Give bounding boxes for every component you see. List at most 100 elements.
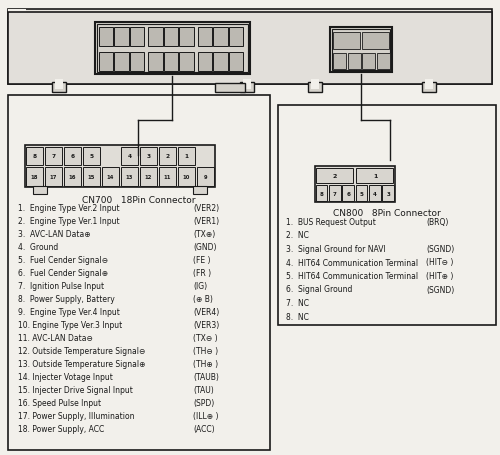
Text: (VER2): (VER2) <box>193 203 219 212</box>
Bar <box>348 53 360 70</box>
Bar <box>158 148 176 166</box>
Text: CN700   18Pin Connector: CN700 18Pin Connector <box>82 196 196 205</box>
Bar <box>382 186 394 202</box>
Bar <box>26 167 43 187</box>
Bar <box>193 187 207 195</box>
Bar <box>198 28 212 47</box>
Text: 12. Outside Temperature Signal⊖: 12. Outside Temperature Signal⊖ <box>18 346 146 355</box>
Bar <box>99 53 114 72</box>
Text: (TH⊕ ): (TH⊕ ) <box>193 359 218 368</box>
Text: 5.  Fuel Cender Signal⊖: 5. Fuel Cender Signal⊖ <box>18 255 108 264</box>
Bar <box>330 28 392 73</box>
Bar <box>329 186 340 202</box>
Bar <box>213 53 228 72</box>
Text: (HIT⊖ ): (HIT⊖ ) <box>426 258 454 267</box>
Text: 15: 15 <box>88 175 95 180</box>
Text: 2.  Engine Type Ver.1 Input: 2. Engine Type Ver.1 Input <box>18 217 120 226</box>
Text: 1: 1 <box>184 154 188 159</box>
Bar <box>8 10 26 28</box>
Text: 3.  Signal Ground for NAVI: 3. Signal Ground for NAVI <box>286 244 386 253</box>
Text: (FE ): (FE ) <box>193 255 210 264</box>
Text: (SGND): (SGND) <box>426 244 454 253</box>
Text: 14. Injecter Votage Input: 14. Injecter Votage Input <box>18 372 113 381</box>
Bar <box>178 148 195 166</box>
Bar <box>114 53 129 72</box>
Bar <box>376 53 390 70</box>
Bar <box>114 28 129 47</box>
Text: (VER1): (VER1) <box>193 217 219 226</box>
Text: 9: 9 <box>204 175 208 180</box>
Bar <box>178 167 195 187</box>
Text: 8.  Power Supply, Battery: 8. Power Supply, Battery <box>18 294 115 303</box>
Text: 7: 7 <box>52 154 56 159</box>
Bar <box>8 10 492 85</box>
Bar <box>196 167 214 187</box>
Text: 8: 8 <box>320 191 324 196</box>
Bar <box>333 53 346 70</box>
Bar <box>95 23 250 75</box>
Text: (TX⊕): (TX⊕) <box>193 229 215 238</box>
Text: 10. Engine Type Ver.3 Input: 10. Engine Type Ver.3 Input <box>18 320 122 329</box>
Text: (GND): (GND) <box>193 243 216 252</box>
Bar <box>120 148 138 166</box>
Text: 4.  Ground: 4. Ground <box>18 243 58 252</box>
Bar <box>164 53 178 72</box>
Text: 4.  HIT64 Communication Terminal: 4. HIT64 Communication Terminal <box>286 258 418 267</box>
Bar <box>316 169 353 184</box>
Bar <box>140 148 157 166</box>
Text: 2: 2 <box>333 173 337 178</box>
Bar <box>179 28 194 47</box>
Bar <box>25 146 215 187</box>
Bar <box>342 186 354 202</box>
Bar <box>158 167 176 187</box>
Text: CN800   8Pin Connector: CN800 8Pin Connector <box>333 208 441 217</box>
Text: 6.  Fuel Cender Signal⊕: 6. Fuel Cender Signal⊕ <box>18 268 108 278</box>
Text: 1: 1 <box>373 173 377 178</box>
Bar <box>130 53 144 72</box>
Text: (VER3): (VER3) <box>193 320 219 329</box>
Bar <box>332 30 390 71</box>
Text: (TX⊖ ): (TX⊖ ) <box>193 333 218 342</box>
Text: 2.  NC: 2. NC <box>286 231 309 240</box>
Text: 6.  Signal Ground: 6. Signal Ground <box>286 285 352 294</box>
Bar <box>64 167 81 187</box>
Text: 8: 8 <box>32 154 36 159</box>
Text: (HIT⊕ ): (HIT⊕ ) <box>426 271 454 280</box>
Bar <box>164 28 178 47</box>
Bar <box>33 187 47 195</box>
Bar <box>8 96 270 450</box>
Bar <box>422 83 436 93</box>
Bar <box>26 148 43 166</box>
Text: 14: 14 <box>107 175 114 180</box>
Bar <box>64 148 81 166</box>
Text: 4: 4 <box>128 154 132 159</box>
Text: (SPD): (SPD) <box>193 398 214 407</box>
Bar <box>82 148 100 166</box>
Text: 11: 11 <box>164 175 171 180</box>
Bar <box>369 186 380 202</box>
Text: 17. Power Supply, Illumination: 17. Power Supply, Illumination <box>18 411 134 420</box>
Text: 7.  NC: 7. NC <box>286 298 309 307</box>
Bar <box>278 106 496 325</box>
Text: 1.  Engine Type Ver.2 Input: 1. Engine Type Ver.2 Input <box>18 203 120 212</box>
Bar <box>130 28 144 47</box>
Text: 5.  HIT64 Communication Terminal: 5. HIT64 Communication Terminal <box>286 271 418 280</box>
Bar <box>179 53 194 72</box>
Text: 18. Power Supply, ACC: 18. Power Supply, ACC <box>18 424 104 433</box>
Text: (IG): (IG) <box>193 281 207 290</box>
Bar <box>356 169 393 184</box>
Text: 7: 7 <box>333 191 337 196</box>
Bar <box>243 80 251 90</box>
Text: 13. Outside Temperature Signal⊕: 13. Outside Temperature Signal⊕ <box>18 359 146 368</box>
Bar <box>8 13 492 85</box>
Text: 9.  Engine Type Ver.4 Input: 9. Engine Type Ver.4 Input <box>18 307 120 316</box>
Text: (SGND): (SGND) <box>426 285 454 294</box>
Bar <box>228 28 243 47</box>
Bar <box>362 53 375 70</box>
Text: (FR ): (FR ) <box>193 268 211 278</box>
Bar <box>311 80 319 90</box>
Text: 15. Injecter Drive Signal Input: 15. Injecter Drive Signal Input <box>18 385 133 394</box>
Text: 6: 6 <box>346 191 350 196</box>
Text: (TAU): (TAU) <box>193 385 214 394</box>
Text: 4: 4 <box>373 191 377 196</box>
